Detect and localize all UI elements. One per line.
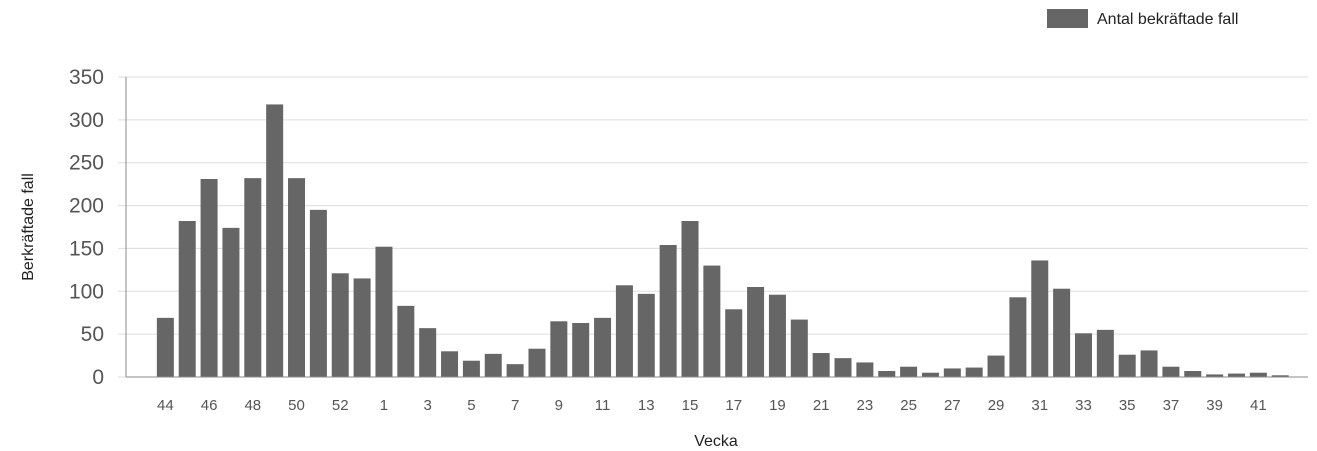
x-tick-label: 44 <box>157 397 174 414</box>
bar-week-2 <box>397 305 415 377</box>
y-tick-label: 250 <box>69 152 104 175</box>
x-tick-label: 41 <box>1250 397 1267 414</box>
bar-week-36 <box>1140 350 1158 377</box>
legend: Antal bekräftade fall <box>1047 9 1238 28</box>
bar-week-13 <box>637 293 655 377</box>
x-tick-label: 11 <box>595 397 611 414</box>
bar-week-46 <box>200 179 218 377</box>
bar-week-39 <box>1206 374 1224 377</box>
bar-week-15 <box>681 221 699 377</box>
bar-week-28 <box>965 367 983 377</box>
legend-swatch <box>1047 9 1088 28</box>
bar-week-17 <box>725 309 743 377</box>
x-tick-label: 37 <box>1163 397 1180 414</box>
x-tick-label: 19 <box>769 397 786 414</box>
bar-week-31 <box>1031 260 1049 377</box>
bar-week-9 <box>550 321 568 377</box>
x-tick-label: 39 <box>1206 397 1223 414</box>
bar-week-16 <box>703 265 721 377</box>
bar-series <box>156 104 1289 377</box>
bar-week-47 <box>222 227 240 377</box>
bar-week-4 <box>441 351 459 377</box>
x-axis-title: Vecka <box>694 433 738 450</box>
bar-week-12 <box>615 285 633 377</box>
x-tick-label: 31 <box>1031 397 1048 414</box>
y-tick-label: 350 <box>69 66 104 89</box>
x-tick-label: 27 <box>944 397 961 414</box>
x-axis-tick-labels: 44 46 48 50 52 1 3 5 7 9 11 13 15 17 19 21 23 25 27 29 31 33 3… <box>157 397 1267 414</box>
bar-week-49 <box>266 104 284 377</box>
y-axis-title: Berkräftade fall <box>20 173 37 281</box>
bar-week-50 <box>288 178 306 377</box>
bar-week-37 <box>1162 366 1180 377</box>
bar-week-53 <box>353 278 371 377</box>
bar-week-1 <box>375 246 393 377</box>
x-tick-label: 23 <box>857 397 874 414</box>
x-tick-label: 7 <box>511 397 519 414</box>
bar-week-26 <box>921 372 939 377</box>
x-tick-label: 13 <box>638 397 655 414</box>
bar-week-22 <box>834 358 852 377</box>
bar-week-48 <box>244 178 262 377</box>
x-tick-label: 17 <box>725 397 742 414</box>
legend-label: Antal bekräftade fall <box>1097 11 1238 28</box>
y-axis-tick-labels: 0 50 100 150 200 250 300 350 <box>69 66 104 389</box>
bar-week-27 <box>943 368 961 377</box>
bar-week-19 <box>768 294 786 377</box>
x-tick-label: 21 <box>813 397 830 414</box>
x-tick-label: 46 <box>201 397 218 414</box>
bar-week-38 <box>1184 371 1202 377</box>
bar-week-7 <box>506 364 524 377</box>
y-tick-label: 200 <box>69 195 104 218</box>
bar-week-32 <box>1053 288 1071 377</box>
x-tick-label: 52 <box>332 397 349 414</box>
bar-week-23 <box>856 362 874 377</box>
x-tick-label: 33 <box>1075 397 1092 414</box>
x-tick-label: 3 <box>424 397 432 414</box>
x-tick-label: 29 <box>988 397 1005 414</box>
bar-week-29 <box>987 355 1005 377</box>
bar-week-8 <box>528 348 546 377</box>
bar-week-6 <box>484 353 502 377</box>
x-tick-label: 25 <box>900 397 917 414</box>
y-tick-label: 300 <box>69 109 104 132</box>
bar-week-21 <box>812 353 830 377</box>
x-tick-label: 50 <box>288 397 305 414</box>
bar-week-51 <box>309 209 327 377</box>
x-tick-label: 35 <box>1119 397 1136 414</box>
bar-week-35 <box>1118 354 1136 377</box>
bar-week-52 <box>331 273 349 377</box>
bar-week-45 <box>178 221 196 377</box>
bar-week-40 <box>1228 373 1245 377</box>
x-tick-label: 48 <box>244 397 261 414</box>
bar-week-25 <box>900 366 918 377</box>
x-tick-label: 15 <box>682 397 699 414</box>
bar-week-44 <box>156 317 174 377</box>
bar-week-34 <box>1096 329 1114 377</box>
y-tick-label: 0 <box>92 366 104 389</box>
bar-week-33 <box>1074 333 1092 377</box>
bar-week-41 <box>1249 372 1267 377</box>
bar-week-3 <box>419 328 437 377</box>
x-tick-label: 5 <box>467 397 475 414</box>
bar-week-5 <box>462 360 480 377</box>
y-tick-label: 100 <box>69 280 104 303</box>
bar-week-24 <box>878 371 896 377</box>
y-tick-label: 150 <box>69 237 104 260</box>
bar-week-18 <box>747 287 765 377</box>
y-tick-label: 50 <box>81 323 104 346</box>
x-tick-label: 9 <box>555 397 563 414</box>
bar-week-11 <box>594 317 612 377</box>
bar-week-30 <box>1009 297 1027 377</box>
x-tick-label: 1 <box>380 397 388 414</box>
bar-week-20 <box>790 319 808 377</box>
bar-week-10 <box>572 323 590 377</box>
bar-week-42 <box>1271 375 1289 377</box>
bar-week-14 <box>659 245 677 377</box>
